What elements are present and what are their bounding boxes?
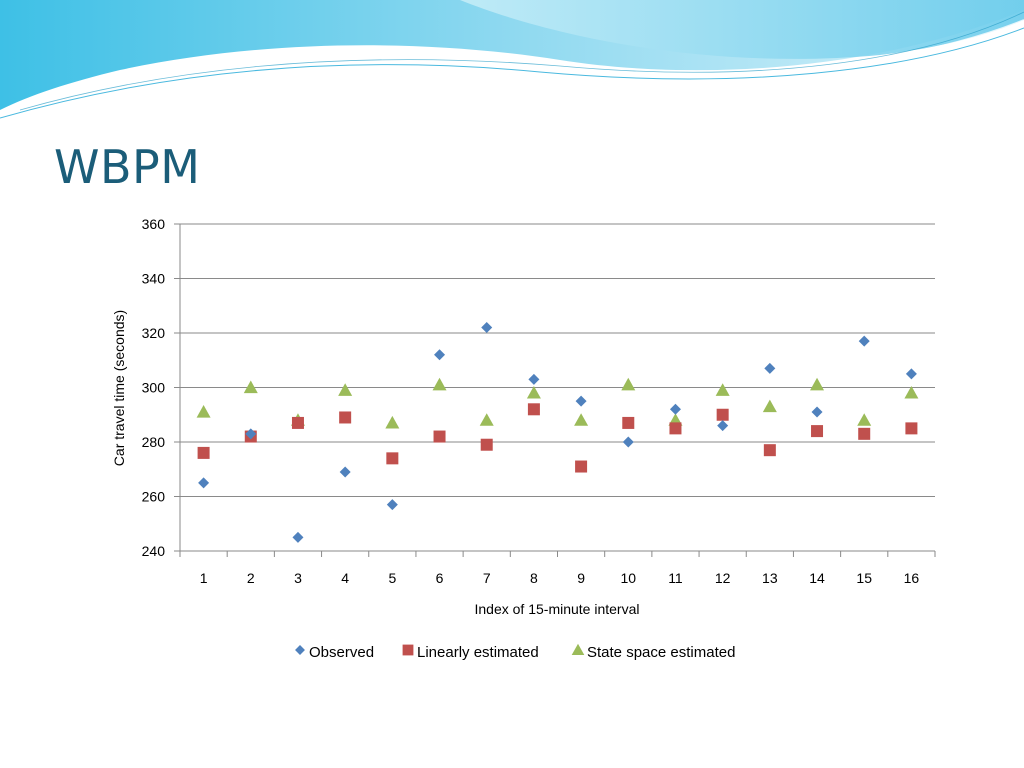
linearly-estimated-point	[716, 408, 729, 421]
observed-point	[858, 335, 870, 347]
legend: Observed Linearly estimated State space es…	[295, 643, 735, 661]
linearly-estimated-point	[527, 403, 540, 416]
x-tick-label: 6	[436, 570, 444, 586]
y-tick-label: 240	[142, 543, 166, 559]
observed-point	[669, 403, 681, 415]
state-space-estimated-point	[574, 413, 589, 426]
x-tick-label: 4	[341, 570, 349, 586]
linearly-estimated-point	[763, 444, 776, 457]
axes	[174, 223, 936, 557]
legend-marker-state-space-estimated	[571, 643, 585, 656]
x-tick-label: 16	[904, 570, 920, 586]
linearly-estimated-point	[858, 427, 871, 440]
observed-point	[386, 499, 398, 511]
linearly-estimated-point	[905, 422, 918, 435]
linearly-estimated-point	[386, 452, 399, 465]
x-tick-label: 5	[388, 570, 396, 586]
state-space-estimated-point	[385, 415, 400, 429]
x-tick-label: 7	[483, 570, 491, 586]
linearly-estimated-point	[291, 416, 304, 429]
observed-point	[717, 420, 729, 432]
observed-point	[811, 406, 823, 418]
linearly-estimated-point	[433, 430, 446, 443]
linearly-estimated-point	[339, 411, 352, 424]
x-tick-label: 13	[762, 570, 778, 586]
linearly-estimated-point	[480, 438, 493, 451]
observed-point	[339, 466, 351, 478]
observed-point	[481, 322, 493, 334]
x-tick-label: 9	[577, 570, 585, 586]
y-axis-title: Car travel time (seconds)	[111, 310, 127, 466]
observed-point	[622, 436, 634, 448]
y-tick-label: 300	[142, 380, 166, 396]
x-axis-title: Index of 15-minute interval	[475, 601, 640, 617]
state-space-estimated-point	[243, 380, 258, 394]
observed-point	[575, 395, 587, 407]
observed-point	[245, 428, 257, 440]
state-space-estimated-point	[621, 377, 636, 391]
observed-point	[764, 362, 776, 374]
x-tick-label: 2	[247, 570, 255, 586]
observed-point	[292, 531, 304, 543]
state-space-estimated-point	[904, 385, 919, 399]
slide-title: WBPM	[54, 140, 201, 194]
observed-point	[528, 373, 540, 385]
observed-point	[198, 477, 210, 489]
state-space-estimated-point	[526, 385, 541, 399]
header-wave-banner	[0, 0, 1024, 119]
y-tick-label: 320	[142, 325, 166, 341]
linearly-estimated-point	[669, 422, 682, 435]
legend-label: State space estimated	[587, 644, 735, 661]
y-tick-label: 260	[142, 489, 166, 505]
state-space-estimated-point	[857, 413, 872, 426]
linearly-estimated-point	[197, 446, 210, 459]
state-space-estimated-point	[479, 413, 494, 426]
x-tick-label: 12	[715, 570, 731, 586]
legend-label: Linearly estimated	[417, 644, 539, 661]
legend-marker-observed	[295, 645, 305, 655]
state-space-estimated-point	[810, 377, 825, 391]
state-space-estimated-point	[196, 405, 211, 418]
linearly-estimated-point	[622, 416, 635, 429]
x-tick-label: 3	[294, 570, 302, 586]
data-points	[196, 322, 919, 543]
state-space-estimated-point	[715, 383, 730, 396]
legend-label: Observed	[309, 644, 374, 661]
x-tick-label: 15	[856, 570, 872, 586]
observed-point	[905, 368, 917, 380]
x-tick-label: 10	[620, 570, 636, 586]
state-space-estimated-point	[338, 383, 353, 396]
linearly-estimated-point	[575, 460, 588, 473]
x-tick-label: 8	[530, 570, 538, 586]
x-tick-label: 1	[200, 570, 208, 586]
x-tick-label: 11	[668, 570, 683, 586]
legend-marker-linearly-estimated	[402, 644, 414, 656]
y-tick-label: 280	[142, 434, 166, 450]
y-tick-label: 340	[142, 271, 166, 287]
x-tick-label: 14	[809, 570, 825, 586]
observed-point	[434, 349, 446, 361]
y-tick-label: 360	[142, 216, 166, 232]
state-space-estimated-point	[762, 399, 777, 413]
state-space-estimated-point	[432, 377, 447, 391]
linearly-estimated-point	[811, 425, 824, 438]
